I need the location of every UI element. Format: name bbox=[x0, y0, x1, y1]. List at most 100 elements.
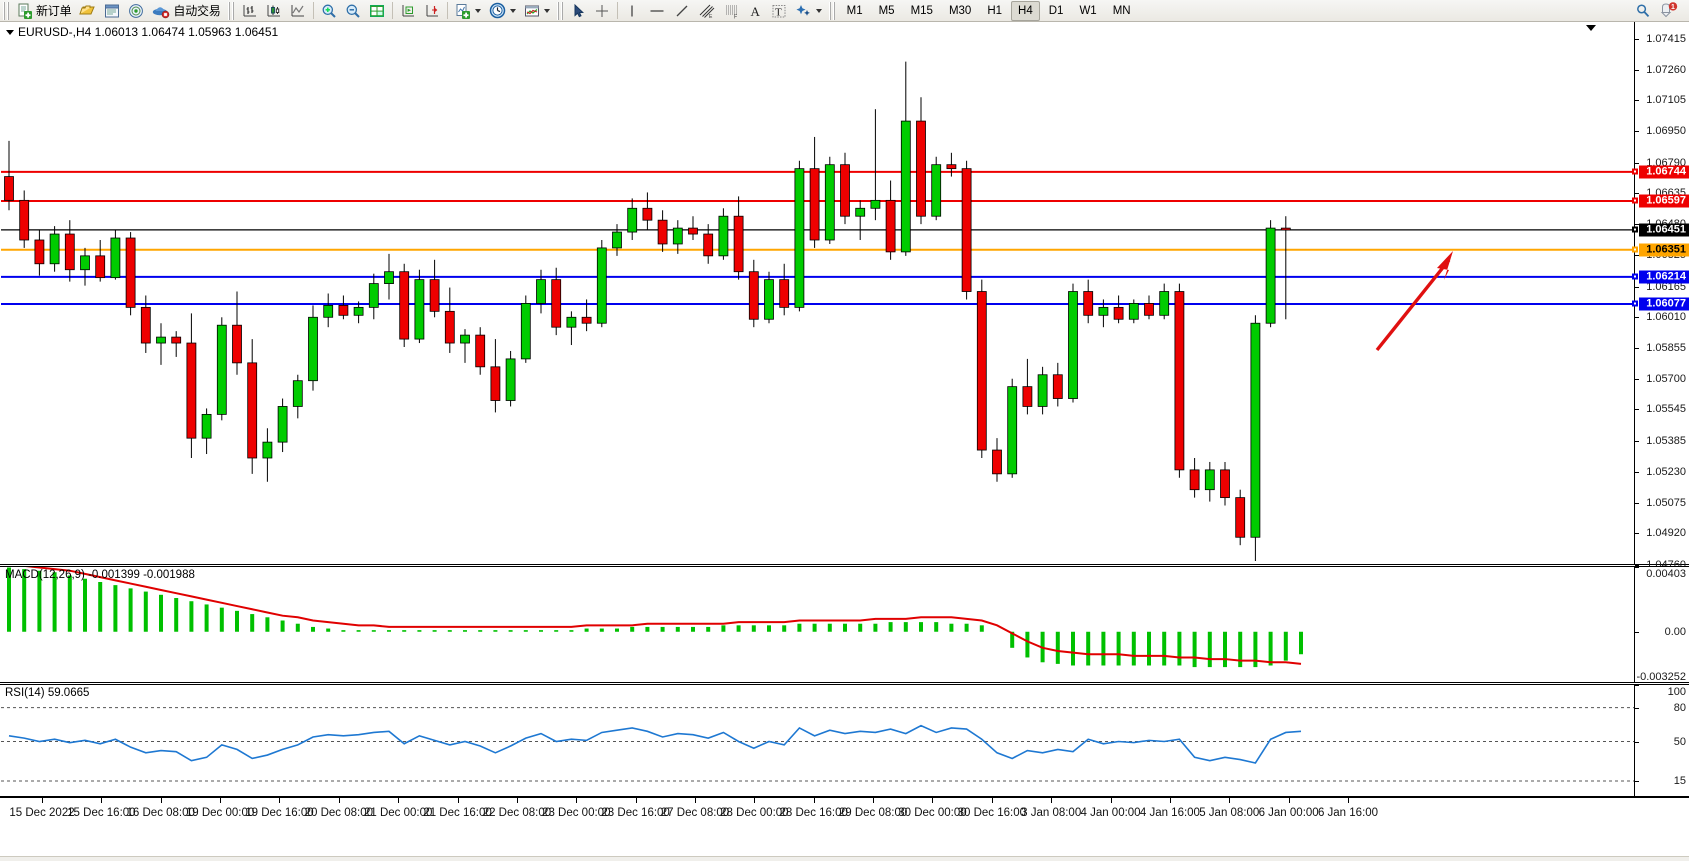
chart-shift-button[interactable] bbox=[421, 1, 443, 21]
time-tick-label: 4 Jan 00:00 bbox=[1080, 807, 1141, 819]
notifications-button[interactable]: 1 bbox=[1657, 1, 1681, 21]
price-tick-label: 1.05700 bbox=[1646, 372, 1686, 385]
price-tag-resistance-2[interactable]: 1.06597 bbox=[1632, 194, 1689, 208]
timeframe-m1[interactable]: M1 bbox=[846, 4, 863, 17]
chart-scroll-caret[interactable] bbox=[1586, 25, 1596, 31]
price-pane[interactable]: EURUSD-,H4 1.06013 1.06474 1.05963 1.064… bbox=[0, 22, 1689, 571]
toolbar-separator-4 bbox=[616, 2, 618, 19]
macd-scale[interactable]: 0.00403 0.00 -0.003252 bbox=[1634, 567, 1689, 685]
price-plot-area[interactable] bbox=[1, 22, 1634, 564]
line-chart-button[interactable] bbox=[287, 1, 309, 21]
horizontal-line-button[interactable] bbox=[645, 1, 669, 21]
equidistant-channel-button[interactable]: E bbox=[695, 1, 719, 21]
price-tag-support-2[interactable]: 1.06077 bbox=[1632, 297, 1689, 311]
templates-dropdown-caret[interactable] bbox=[543, 8, 550, 13]
templates-button[interactable] bbox=[521, 1, 553, 21]
toolbar-grip-2[interactable] bbox=[227, 1, 235, 20]
period-button[interactable] bbox=[486, 1, 519, 21]
macd-tick-label: -0.003252 bbox=[1636, 671, 1686, 683]
vertical-line-button[interactable] bbox=[622, 1, 643, 21]
timeframe-h4[interactable]: H4 bbox=[1011, 0, 1040, 21]
zoom-in-button[interactable] bbox=[318, 1, 340, 21]
rsi-plot-area[interactable] bbox=[1, 685, 1634, 796]
auto-trading-button[interactable]: 自动交易 bbox=[149, 1, 223, 21]
price-tag-handle[interactable] bbox=[1632, 273, 1639, 280]
rsi-tick-label: 50 bbox=[1673, 735, 1686, 748]
time-tick-label: 30 Dec 16:00 bbox=[957, 807, 1027, 819]
toolbar-grip[interactable] bbox=[3, 1, 10, 20]
price-tick-label: 1.06165 bbox=[1646, 280, 1686, 293]
macd-pane[interactable]: MACD(12,26,9) -0.001399 -0.001988 0.0040… bbox=[0, 566, 1689, 685]
price-tag-handle[interactable] bbox=[1632, 300, 1639, 307]
timeframe-m5[interactable]: M5 bbox=[878, 4, 895, 17]
text-button[interactable]: A bbox=[745, 1, 766, 21]
time-axis[interactable]: 15 Dec 2022 15 Dec 16:00 16 Dec 08:00 19 De… bbox=[0, 797, 1689, 861]
bell-icon: 1 bbox=[1660, 2, 1678, 18]
trendline-button[interactable] bbox=[671, 1, 693, 21]
macd-plot-area[interactable] bbox=[1, 567, 1634, 682]
search-button[interactable] bbox=[1632, 1, 1654, 21]
price-tag-handle[interactable] bbox=[1632, 197, 1639, 204]
price-tick-label: 1.05385 bbox=[1646, 435, 1686, 448]
timeframe-m15[interactable]: M15 bbox=[910, 4, 933, 17]
time-tick-label: 22 Dec 08:00 bbox=[482, 807, 552, 819]
price-tag-handle[interactable] bbox=[1632, 246, 1639, 253]
market-watch-button[interactable] bbox=[101, 1, 123, 21]
timeframe-group: M1 M5 M15 M30 H1 H4 D1 W1 MN bbox=[839, 0, 1139, 21]
timeframe-w1[interactable]: W1 bbox=[1079, 4, 1097, 17]
rsi-tick bbox=[1635, 781, 1639, 783]
new-order-button[interactable]: 新订单 bbox=[14, 1, 74, 21]
time-tick bbox=[1110, 798, 1112, 803]
rsi-tick-label: 100 bbox=[1667, 686, 1686, 698]
crosshair-button[interactable] bbox=[591, 1, 613, 21]
period-dropdown-caret[interactable] bbox=[509, 8, 516, 13]
macd-series bbox=[7, 567, 1303, 668]
fibonacci-button[interactable]: F bbox=[721, 1, 743, 21]
timeframe-m30[interactable]: M30 bbox=[948, 4, 972, 17]
time-tick-label: 6 Jan 00:00 bbox=[1258, 807, 1319, 819]
tile-windows-button[interactable] bbox=[366, 1, 388, 21]
cursor-button[interactable] bbox=[568, 1, 589, 21]
rsi-tick-label: 15 bbox=[1673, 775, 1686, 788]
price-tag-label: 1.06597 bbox=[1646, 194, 1686, 207]
macd-tick bbox=[1635, 567, 1639, 568]
time-tick-label: 30 Dec 00:00 bbox=[898, 807, 967, 819]
price-scale[interactable]: 1.07415 1.07260 1.07105 1.06950 1.06790 1.066… bbox=[1632, 22, 1689, 571]
price-tag-support-1[interactable]: 1.06214 bbox=[1632, 270, 1689, 284]
time-tick bbox=[813, 798, 815, 803]
price-tick bbox=[1635, 193, 1639, 195]
text-label-button[interactable]: T bbox=[768, 1, 790, 21]
price-tag-handle[interactable] bbox=[1632, 226, 1639, 233]
objects-dropdown-caret[interactable] bbox=[815, 8, 822, 13]
macd-tick-label: 0.00 bbox=[1664, 625, 1686, 638]
indicators-dropdown-caret[interactable] bbox=[474, 8, 481, 13]
indicators-button[interactable] bbox=[452, 1, 484, 21]
navigator-button[interactable] bbox=[125, 1, 147, 21]
toolbar-grip-3[interactable] bbox=[556, 1, 564, 20]
price-tick bbox=[1635, 565, 1639, 566]
rsi-scale[interactable]: 100 80 50 15 bbox=[1634, 685, 1689, 796]
horizontal-line-icon bbox=[650, 9, 664, 12]
price-tick bbox=[1635, 533, 1639, 535]
price-tag-current-price[interactable]: 1.06451 bbox=[1632, 223, 1689, 237]
zoom-out-button[interactable] bbox=[342, 1, 364, 21]
auto-scroll-button[interactable] bbox=[397, 1, 419, 21]
timeframe-mn[interactable]: MN bbox=[1112, 4, 1131, 17]
clock-icon bbox=[489, 2, 505, 19]
tile-windows-icon bbox=[369, 4, 384, 17]
candlestick-chart-button[interactable] bbox=[263, 1, 285, 21]
collapse-triangle-icon[interactable] bbox=[6, 30, 14, 36]
time-tick bbox=[160, 798, 162, 803]
bar-chart-button[interactable] bbox=[239, 1, 261, 21]
objects-button[interactable] bbox=[792, 1, 825, 21]
rsi-pane[interactable]: RSI(14) 59.0665 100 80 50 15 bbox=[0, 684, 1689, 797]
timeframe-d1[interactable]: D1 bbox=[1048, 4, 1064, 17]
timeframe-h1[interactable]: H1 bbox=[987, 4, 1003, 17]
profile-button[interactable] bbox=[76, 1, 99, 21]
price-tag-handle[interactable] bbox=[1632, 168, 1639, 175]
price-tag-resistance-1[interactable]: 1.06744 bbox=[1632, 165, 1689, 179]
price-tick-label: 1.05855 bbox=[1646, 341, 1686, 354]
toolbar-grip-4[interactable] bbox=[828, 1, 836, 20]
price-tick bbox=[1635, 224, 1639, 226]
price-tag-pivot[interactable]: 1.06351 bbox=[1632, 243, 1689, 257]
